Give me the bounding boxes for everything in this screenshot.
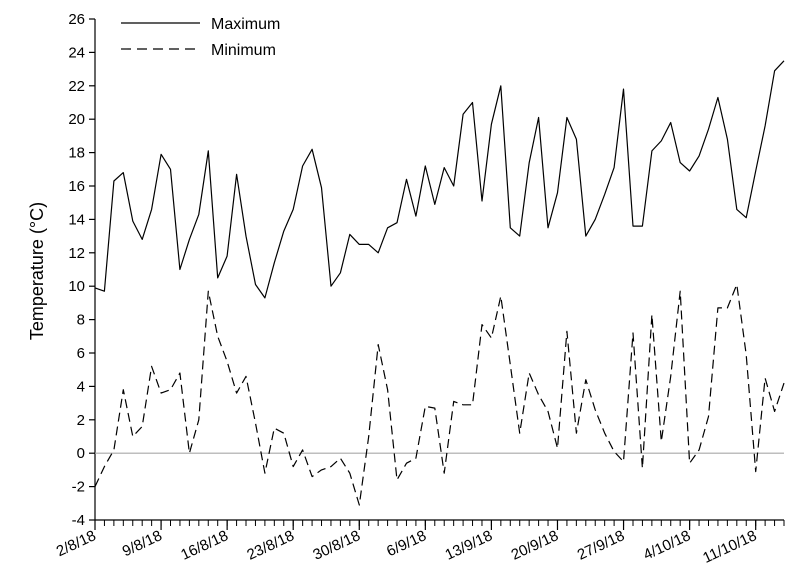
y-tick-label: 0 (77, 445, 85, 462)
y-tick-label: 8 (77, 312, 85, 329)
y-tick-label: 26 (68, 11, 85, 28)
x-tick-label: 16/8/18 (178, 527, 231, 564)
x-tick-label: 2/8/18 (54, 527, 99, 560)
y-axis-label: Temperature (°C) (27, 202, 47, 340)
y-tick-label: 2 (77, 412, 85, 429)
x-tick-label: 9/8/18 (120, 527, 165, 560)
x-tick-label: 4/10/18 (641, 527, 694, 564)
y-tick-label: 12 (68, 245, 85, 262)
x-tick-label: 13/9/18 (443, 527, 496, 564)
y-tick-label: 24 (68, 44, 85, 61)
y-tick-label: 18 (68, 145, 85, 162)
legend-label-minimum: Minimum (211, 42, 276, 59)
y-tick-label: 6 (77, 345, 85, 362)
y-tick-label: -4 (72, 512, 85, 529)
y-tick-label: 20 (68, 111, 85, 128)
x-tick-label: 30/8/18 (310, 527, 363, 564)
y-tick-label: 4 (77, 378, 85, 395)
x-tick-label: 27/9/18 (575, 527, 628, 564)
y-tick-label: 16 (68, 178, 85, 195)
x-axis-ticks: 2/8/18 9/8/18 16/8/18 23/8/18 30/8/18 6/9/18 1… (54, 520, 785, 567)
x-tick-label: 20/9/18 (509, 527, 562, 564)
legend-label-maximum: Maximum (211, 16, 280, 33)
x-tick-label: 6/9/18 (384, 527, 429, 560)
x-tick-label: 23/8/18 (244, 527, 297, 564)
series-line-maximum (94, 60, 785, 299)
series-line-minimum (94, 283, 785, 506)
y-tick-label: 22 (68, 78, 85, 95)
legend: Maximum Minimum (121, 16, 280, 59)
y-tick-label: 10 (68, 278, 85, 295)
series-group (94, 60, 785, 506)
y-tick-label: 14 (68, 211, 85, 228)
x-tick-label: 11/10/18 (700, 527, 759, 567)
y-tick-label: -2 (72, 479, 85, 496)
